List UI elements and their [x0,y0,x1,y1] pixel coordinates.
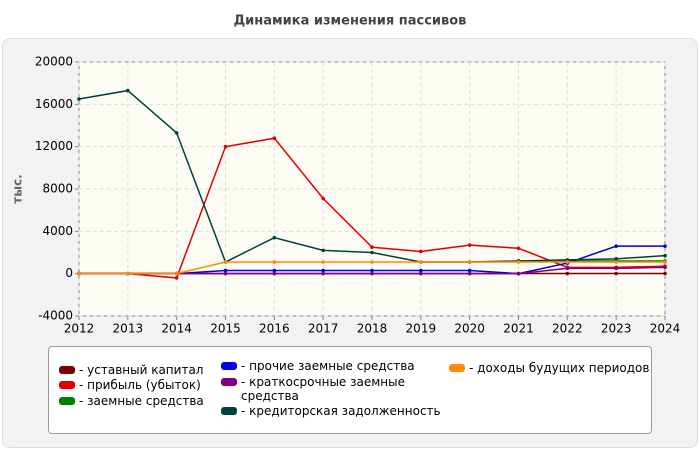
legend-swatch [59,397,75,405]
legend-item: заемные средства [59,394,204,408]
point [77,97,81,101]
point [467,243,472,247]
legend-label: заемные средства [79,394,204,408]
point [321,268,325,273]
x-tick-label: 2021 [503,322,534,336]
point [272,235,277,240]
point [370,245,374,250]
legend-swatch [449,364,465,372]
x-tick-label: 2018 [357,322,388,336]
y-tick-label: 4000 [42,224,73,238]
point [516,260,521,264]
point [663,265,667,270]
point [614,260,618,264]
point [467,271,472,276]
point [321,248,325,253]
point [272,271,277,276]
point [370,260,374,264]
point [663,253,667,258]
legend-label: доходы будущих периодов [469,361,649,375]
legend-item: прочие заемные средства [221,359,415,373]
point [321,260,325,264]
y-tick-label: 20000 [35,55,73,69]
legend-label: прибыль (убыток) [79,378,201,392]
legend-label: прочие заемные средства [241,359,415,373]
point [370,268,374,273]
point [565,260,570,264]
y-tick-label: 0 [65,266,73,280]
legend-swatch [59,381,75,389]
point [419,268,423,273]
legend-item: краткосрочные заемные средства [221,375,411,403]
point [272,268,277,273]
point [126,88,130,93]
point [223,268,228,273]
y-axis-label: тыс. [11,174,25,203]
point [516,271,521,276]
point [174,131,179,135]
point [467,260,472,264]
point [370,271,374,276]
point [223,260,228,264]
y-tick-label: 16000 [35,97,73,111]
point [272,260,277,264]
point [174,271,179,276]
legend-item: кредиторская задолженность [221,404,441,418]
x-tick-label: 2014 [161,322,192,336]
x-tick-label: 2013 [113,322,144,336]
legend-item: доходы будущих периодов [449,361,649,375]
legend-swatch [221,407,237,415]
point [614,266,618,271]
legend-label: уставный капитал [79,363,203,377]
x-tick-label: 2022 [552,322,583,336]
legend-item: прибыль (убыток) [59,378,201,392]
point [126,271,130,276]
point [77,271,81,276]
point [614,271,618,276]
point [223,271,228,276]
legend: уставный капиталприбыль (убыток) заемные … [48,346,652,434]
point [272,136,277,140]
point [663,244,667,248]
legend-item: уставный капитал [59,363,203,377]
point [565,271,570,276]
point [321,271,325,276]
x-tick-label: 2016 [259,322,290,336]
x-tick-label: 2023 [601,322,632,336]
point [174,276,179,280]
x-tick-label: 2019 [406,322,437,336]
y-tick-label: -4000 [38,309,73,323]
point [663,271,667,276]
chart-title: Динамика изменения пассивов [234,14,467,29]
legend-swatch [221,362,237,370]
point [467,268,472,273]
point [516,246,521,251]
point [614,257,618,261]
point [321,196,325,201]
legend-label: кредиторская задолженность [241,404,440,418]
x-tick-label: 2017 [308,322,339,336]
legend-swatch [221,378,237,386]
x-tick-label: 2024 [650,322,681,336]
y-tick-label: 12000 [35,139,73,153]
point [223,144,228,149]
legend-swatch [59,366,75,374]
point [370,250,374,255]
y-tick-label: 8000 [42,182,73,196]
point [419,260,423,264]
point [663,260,667,264]
point [565,266,570,271]
x-tick-label: 2015 [210,322,241,336]
x-tick-label: 2020 [454,322,485,336]
point [419,249,423,254]
point [614,244,618,248]
point [419,271,423,276]
x-tick-label: 2012 [64,322,95,336]
legend-label: краткосрочные заемные средства [241,375,411,403]
